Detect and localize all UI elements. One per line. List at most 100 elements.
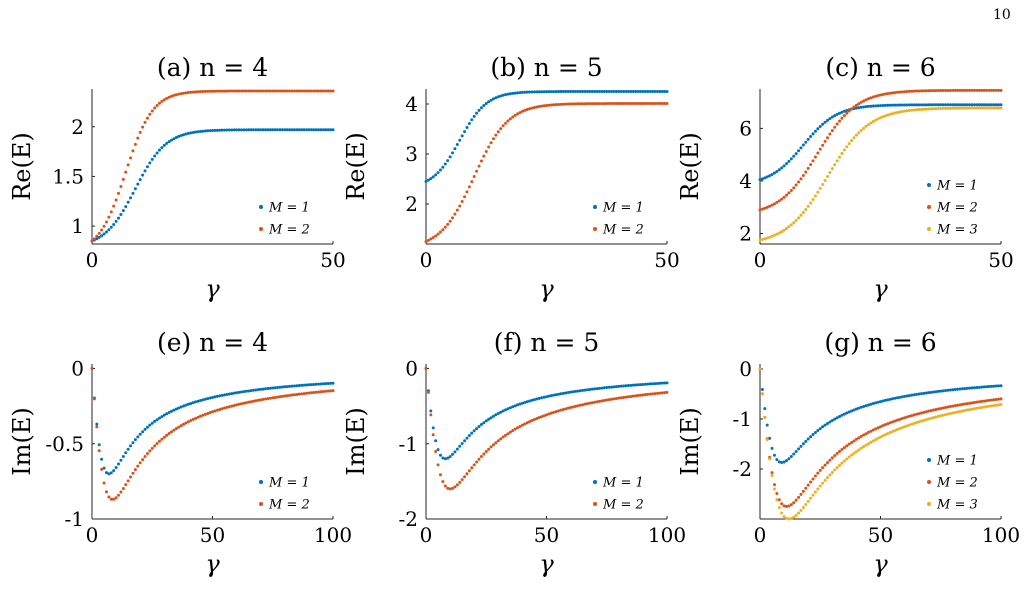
data-point [150, 157, 154, 161]
data-point [196, 130, 200, 134]
data-point [458, 444, 462, 448]
data-point [244, 128, 248, 132]
data-point [141, 430, 145, 434]
data-point [782, 504, 786, 508]
data-point [617, 90, 621, 93]
data-point [960, 387, 964, 391]
data-point [179, 92, 183, 96]
data-point [602, 102, 606, 106]
y-tick-label: 2 [739, 221, 752, 245]
data-point [612, 385, 616, 389]
data-point [215, 394, 219, 398]
data-point [441, 480, 445, 484]
data-point [244, 401, 248, 405]
data-point [792, 515, 796, 519]
data-point [561, 407, 565, 411]
data-point [797, 495, 801, 499]
data-point [588, 401, 592, 405]
data-point [963, 106, 967, 110]
data-point [496, 439, 500, 443]
data-point [213, 89, 217, 93]
data-point [944, 389, 948, 393]
data-point [104, 230, 108, 234]
data-point [95, 234, 99, 238]
data-point [249, 128, 253, 132]
data-point [434, 173, 438, 177]
data-point [806, 437, 810, 441]
data-point [424, 240, 428, 243]
data-point [160, 99, 164, 103]
panel-title: (f) n = 5 [494, 328, 600, 357]
legend-entry: M = 1 [268, 476, 310, 491]
data-point [431, 433, 435, 437]
data-point [953, 103, 957, 107]
data-point [994, 88, 998, 92]
data-point [537, 90, 541, 94]
data-point [561, 391, 565, 395]
data-point [801, 442, 805, 446]
data-point [100, 234, 104, 238]
data-point [835, 466, 839, 470]
data-point [273, 395, 277, 399]
data-point [290, 89, 294, 93]
data-point [90, 239, 94, 243]
legend: M = 1M = 2M = 3 [927, 454, 978, 513]
data-point [297, 128, 301, 132]
data-point [772, 453, 776, 457]
data-point [903, 425, 907, 429]
data-point [475, 460, 479, 464]
data-point [172, 137, 176, 141]
x-tick-label: 0 [754, 248, 767, 272]
data-point [869, 104, 873, 108]
data-point [985, 385, 989, 389]
data-point [883, 423, 887, 427]
data-point [907, 414, 911, 418]
data-point [876, 104, 880, 108]
data-point [460, 478, 464, 482]
data-point [871, 95, 875, 99]
data-point [919, 411, 923, 415]
data-point [434, 439, 438, 443]
legend-entry: M = 1 [602, 201, 644, 216]
data-point [571, 405, 575, 409]
data-point [458, 480, 462, 484]
data-point [324, 382, 328, 386]
series-2 [90, 89, 335, 243]
data-point [475, 111, 479, 115]
data-point [960, 88, 964, 92]
data-point [583, 102, 587, 106]
data-point [886, 398, 890, 402]
data-point [256, 89, 260, 93]
data-point [987, 88, 991, 92]
data-point [484, 149, 488, 153]
data-point [804, 140, 808, 144]
data-point [655, 90, 659, 93]
data-point [465, 436, 469, 440]
data-point [857, 406, 861, 410]
data-point [198, 414, 202, 418]
data-point [977, 103, 981, 107]
data-point [438, 473, 442, 477]
data-point [919, 89, 923, 93]
data-point [869, 96, 873, 100]
data-point [862, 99, 866, 103]
data-point [564, 90, 568, 94]
data-point [566, 102, 570, 106]
data-point [131, 441, 135, 445]
data-point [845, 457, 849, 461]
data-point [912, 89, 916, 93]
data-point [482, 103, 486, 107]
data-point [785, 162, 789, 166]
data-point [910, 414, 914, 418]
data-point [970, 407, 974, 411]
data-point [970, 386, 974, 390]
data-point [429, 237, 433, 241]
data-point [155, 418, 159, 422]
data-point [458, 138, 462, 142]
x-tick-label: 100 [982, 523, 1020, 547]
data-point [496, 130, 500, 134]
data-point [811, 132, 815, 136]
data-point [148, 449, 152, 453]
data-point [989, 88, 993, 92]
